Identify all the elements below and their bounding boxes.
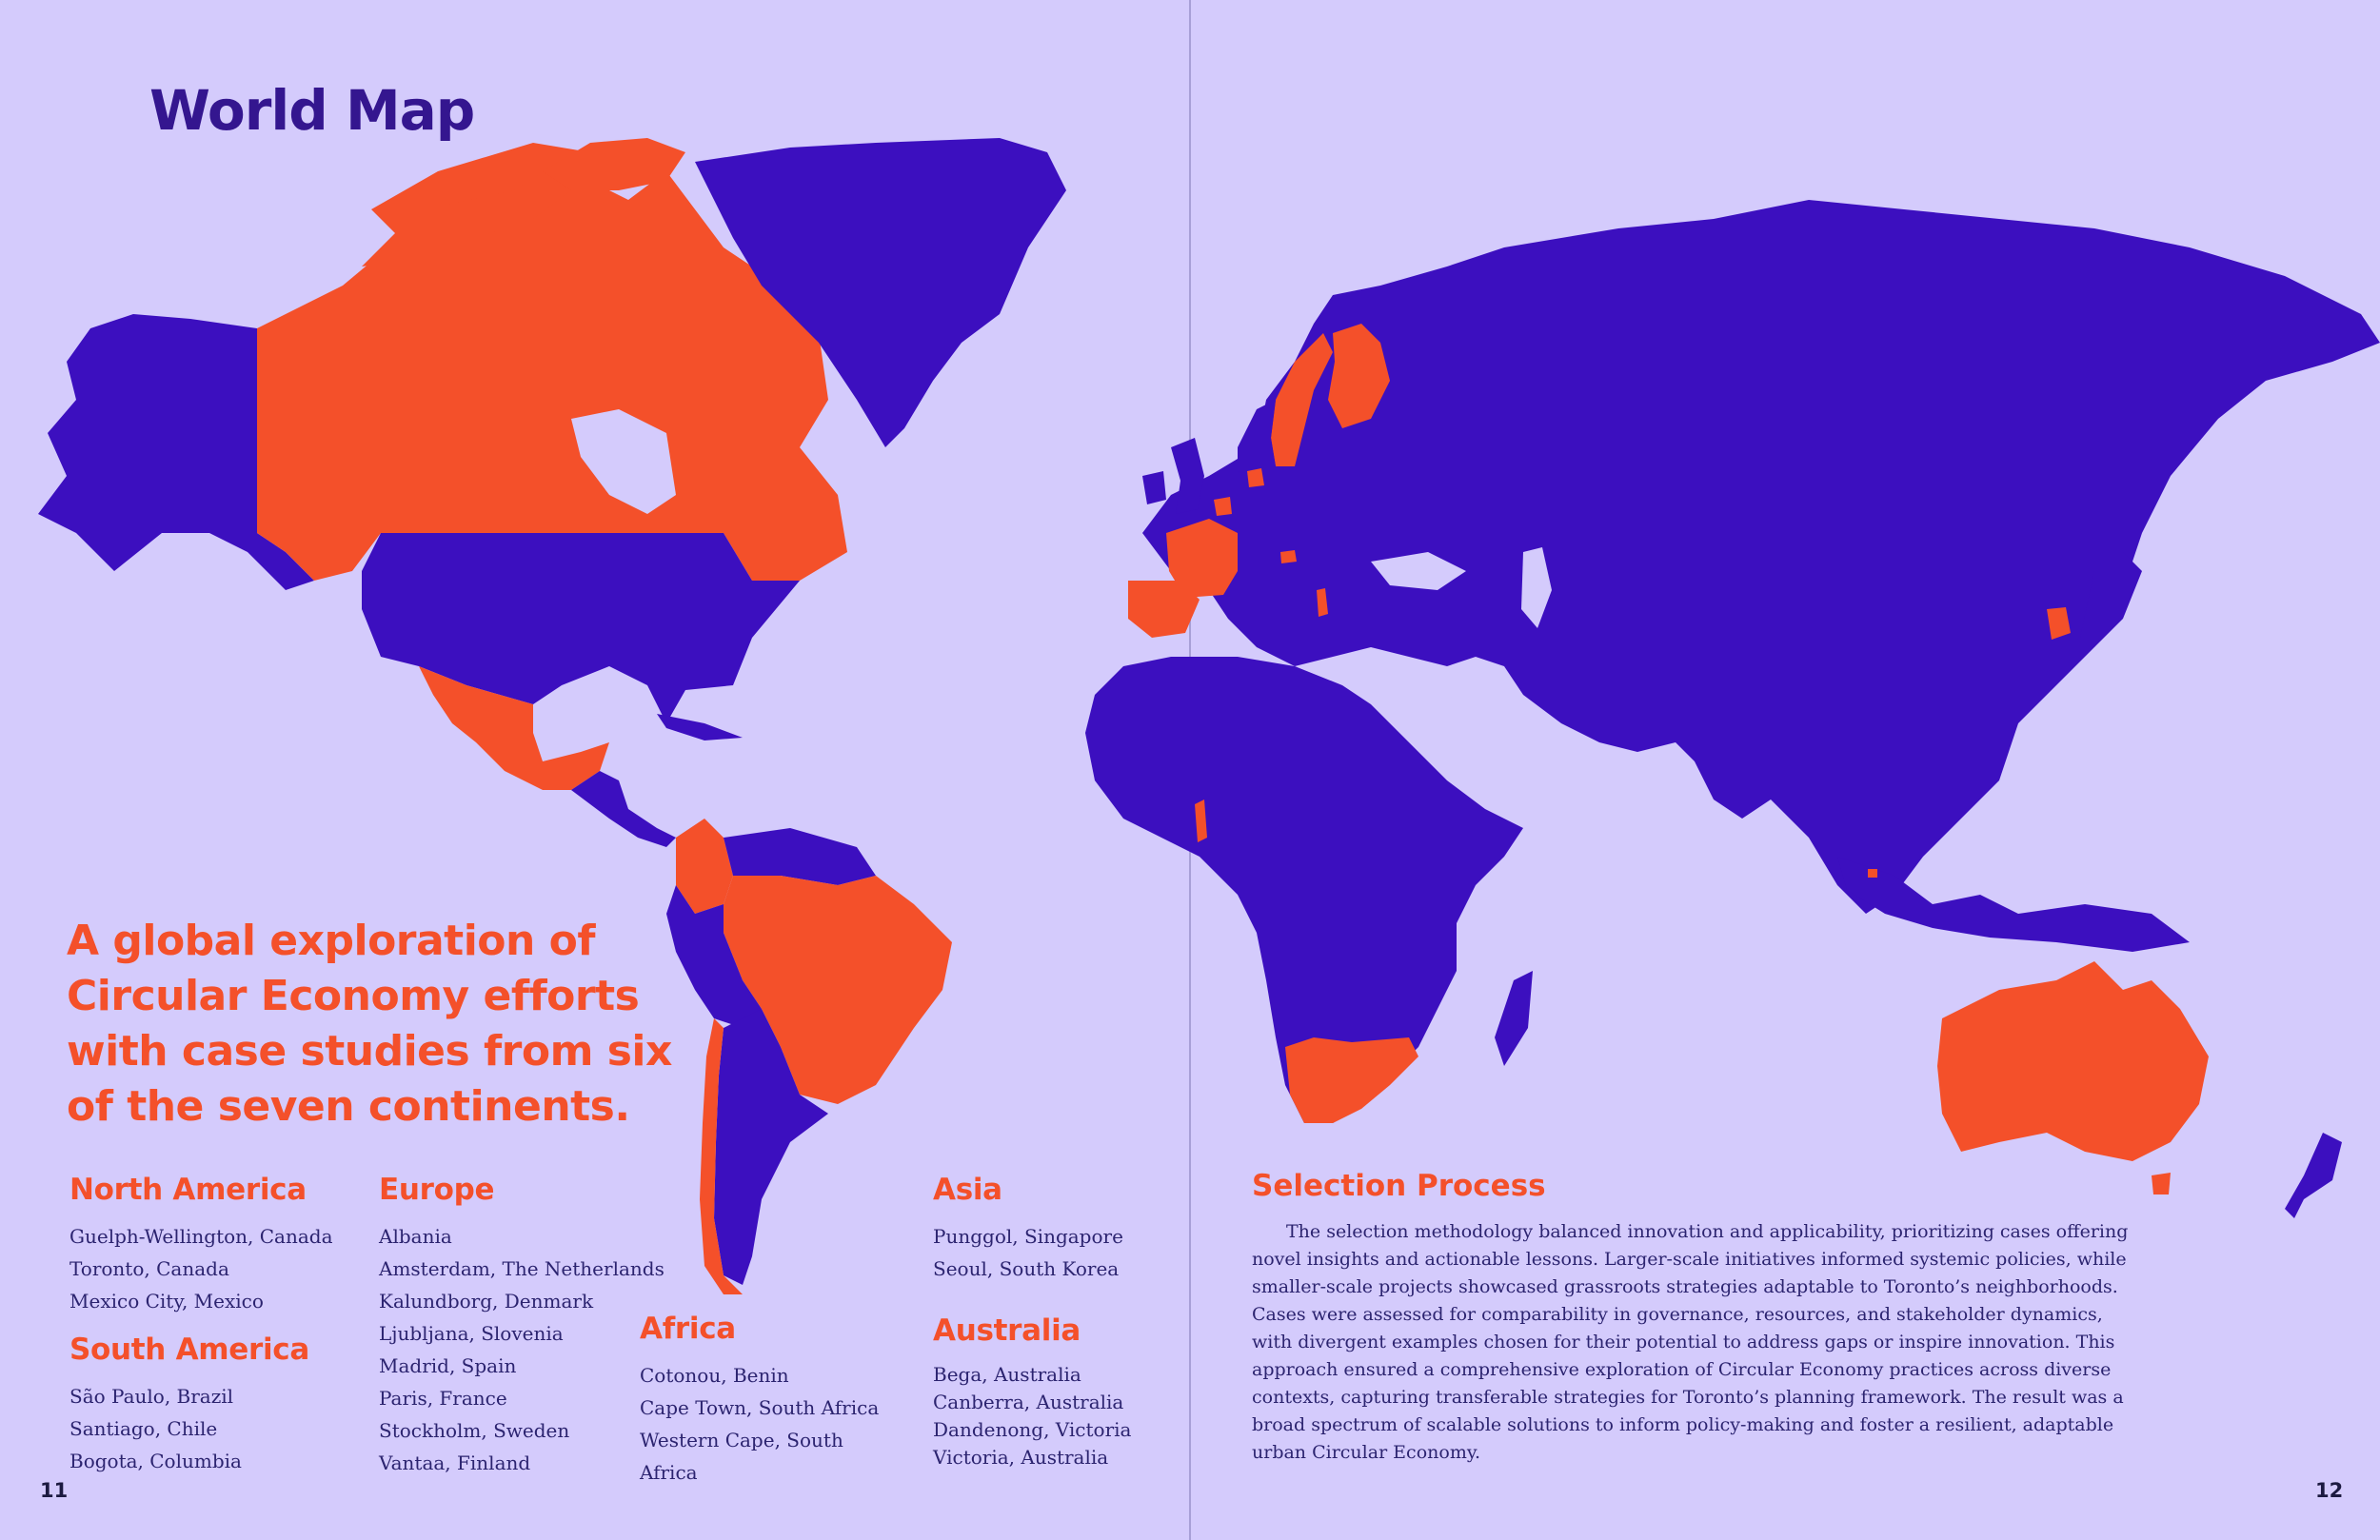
city-item: Ljubljana, Slovenia [379,1322,564,1345]
city-item: Punggol, Singapore [933,1225,1123,1248]
city-item: Santiago, Chile [69,1417,218,1440]
map-south-africa [1285,1037,1418,1123]
city-item: Guelph-Wellington, Canada [69,1225,333,1248]
map-benin [1195,800,1207,842]
city-item: Amsterdam, The Netherlands [379,1257,664,1280]
region-heading: Africa [640,1312,736,1346]
map-slovenia [1280,550,1297,563]
map-andes [666,885,762,1028]
selection-process: Selection Process The selection methodol… [1252,1169,2147,1467]
map-alaska [38,314,314,590]
map-usa [362,533,800,723]
region-heading: Asia [933,1173,1002,1207]
map-black-sea [1371,552,1466,590]
city-item: Western Cape, South Africa [640,1429,843,1484]
city-item: Victoria, Australia [933,1446,1109,1469]
city-item: Bogota, Columbia [69,1450,242,1472]
city-item: Paris, France [379,1387,507,1410]
region-africa: Africa Cotonou, Benin Cape Town, South A… [640,1312,880,1489]
map-denmark [1247,468,1264,487]
map-france [1166,519,1238,598]
city-item: Seoul, South Korea [933,1257,1120,1280]
selection-heading: Selection Process [1252,1169,1546,1203]
map-colombia [676,819,733,914]
map-tasmania [2152,1173,2171,1194]
map-eurasia [1142,200,2380,914]
city-list: Bega, Australia Canberra, Australia Dand… [933,1361,1131,1471]
region-north-america: North America Guelph-Wellington, Canada … [69,1173,333,1317]
city-item: Dandenong, Victoria [933,1418,1132,1441]
map-singapore [1868,869,1877,878]
map-finland [1328,324,1390,428]
map-mexico [419,666,609,790]
city-item: Albania [379,1225,452,1248]
city-item: Toronto, Canada [69,1257,229,1280]
page-number-left: 11 [40,1479,69,1502]
city-list: Punggol, Singapore Seoul, South Korea [933,1220,1123,1285]
city-item: Cape Town, South Africa [640,1396,880,1419]
map-sweden [1271,333,1333,466]
map-greenland [695,138,1066,447]
selection-body: The selection methodology balanced innov… [1252,1221,2129,1463]
region-australia: Australia Bega, Australia Canberra, Aust… [933,1313,1131,1471]
city-list: Albania Amsterdam, The Netherlands Kalun… [379,1220,664,1479]
city-item: Mexico City, Mexico [69,1290,264,1313]
map-norway [1238,400,1276,476]
city-list: Cotonou, Benin Cape Town, South Africa W… [640,1359,880,1489]
page-title: World Map [149,78,475,143]
map-spain [1128,581,1200,638]
region-heading: South America [69,1333,310,1367]
region-heading: Australia [933,1313,1081,1348]
city-list: São Paulo, Brazil Santiago, Chile Bogota… [69,1380,309,1477]
map-central-america [571,771,676,847]
map-chile [700,1018,743,1294]
tagline: A global exploration of Circular Economy… [67,917,672,1131]
map-albania [1317,588,1328,617]
map-hudson-bay [571,409,676,514]
city-item: Canberra, Australia [933,1391,1124,1413]
map-new-zealand [2285,1133,2342,1218]
region-south-america: South America São Paulo, Brazil Santiago… [69,1333,309,1477]
map-argentina [714,1009,828,1285]
map-indonesia [1837,857,2190,952]
region-europe: Europe Albania Amsterdam, The Netherland… [379,1173,664,1479]
map-south-korea [2047,607,2071,640]
map-africa [1085,657,1523,1123]
city-list: Guelph-Wellington, Canada Toronto, Canad… [69,1220,333,1317]
city-item: São Paulo, Brazil [69,1385,234,1408]
city-item: Stockholm, Sweden [379,1419,570,1442]
region-asia: Asia Punggol, Singapore Seoul, South Kor… [933,1173,1123,1285]
city-item: Kalundborg, Denmark [379,1290,594,1313]
region-heading: North America [69,1173,307,1207]
region-heading: Europe [379,1173,495,1207]
city-item: Cotonou, Benin [640,1364,789,1387]
city-item: Vantaa, Finland [379,1451,531,1474]
city-item: Madrid, Spain [379,1354,517,1377]
city-item: Bega, Australia [933,1363,1081,1386]
page-number-right: 12 [2315,1479,2344,1502]
map-japan [2080,552,2142,647]
map-uk [1171,438,1204,514]
map-caspian-sea [1521,547,1552,628]
map-netherlands [1214,497,1232,516]
map-australia [1937,961,2209,1161]
